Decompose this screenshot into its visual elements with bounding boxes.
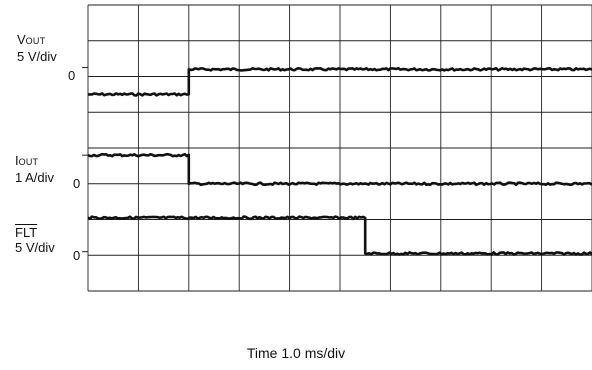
iout-subscript: OUT (18, 157, 39, 167)
flt-scale: 5 V/div (15, 240, 55, 255)
iout-channel-label: IOUT 1 A/div (15, 153, 54, 185)
chart-grid (82, 4, 592, 292)
iout-scale: 1 A/div (15, 170, 55, 185)
vout-zero-label: 0 (68, 68, 76, 83)
vout-scale: 5 V/div (17, 49, 57, 64)
flt-channel-label: FLT 5 V/div (15, 225, 55, 255)
flt-zero-label: 0 (73, 248, 81, 263)
iout-symbol: I (15, 153, 19, 168)
trace-flt (87, 215, 592, 256)
vout-channel-label: VOUT 5 V/div (17, 32, 57, 64)
vout-subscript: OUT (25, 36, 46, 46)
trace-iout (87, 152, 592, 187)
x-axis-label: Time 1.0 ms/div (246, 345, 346, 361)
vout-symbol: V (17, 32, 26, 47)
trace-vout (88, 67, 592, 97)
trace-lines (87, 67, 592, 256)
iout-zero-label: 0 (73, 176, 81, 191)
flt-symbol: FLT (15, 225, 38, 240)
